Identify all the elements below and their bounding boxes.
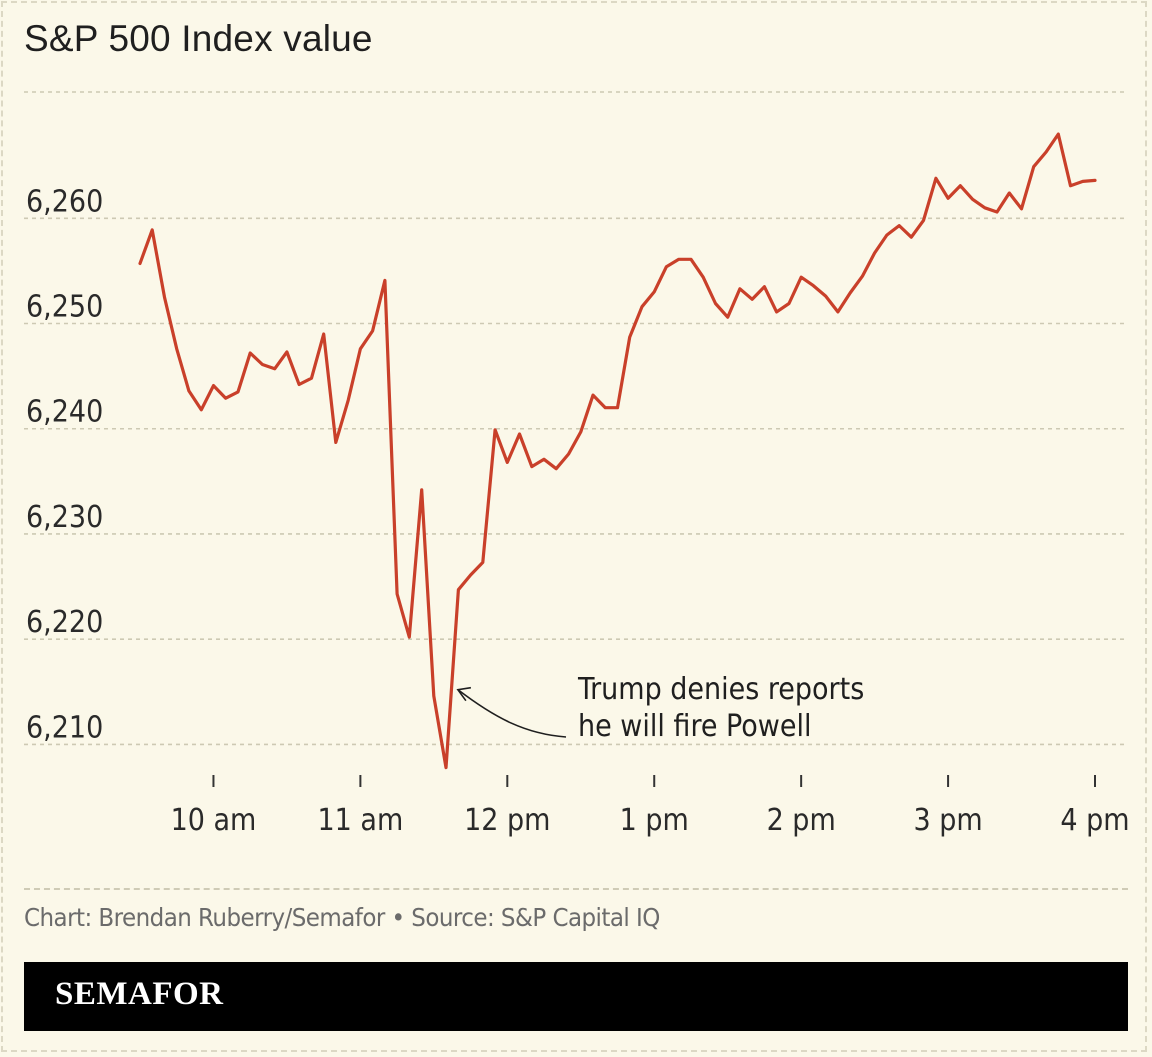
x-axis-ticks: 10 am 11 am 12 pm 1 pm 2 pm 3 pm 4 pm: [171, 775, 1130, 838]
y-tick-label: 6,240: [26, 395, 103, 430]
semafor-logo: SEMAFOR: [55, 976, 224, 1012]
annotation-text: Trump denies reports: [577, 672, 864, 707]
x-tick-label: 1 pm: [620, 803, 689, 838]
y-tick-label: 6,210: [26, 710, 103, 745]
y-tick-label: 6,260: [26, 184, 103, 219]
annotation-text: he will fire Powell: [578, 709, 811, 744]
x-tick-label: 4 pm: [1060, 803, 1129, 838]
y-tick-label: 6,220: [26, 605, 103, 640]
series-line: [138, 132, 1097, 770]
annotation-arrowhead: [456, 686, 472, 702]
x-tick-label: 3 pm: [913, 803, 982, 838]
y-tick-label: 6,230: [26, 500, 103, 535]
chart-title: S&P 500 Index value: [24, 18, 373, 59]
brand-footer: SEMAFOR: [24, 962, 1128, 1031]
x-tick-label: 2 pm: [767, 803, 836, 838]
annotation-arrow: [457, 689, 567, 738]
x-tick-label: 12 pm: [464, 803, 550, 838]
x-tick-label: 10 am: [171, 803, 257, 838]
chart-svg: 6,210 6,220 6,230 6,240 6,250 6,260 10 am 11 a…: [24, 91, 1130, 838]
gridlines: [24, 91, 1128, 746]
footer-divider: [24, 888, 1128, 890]
y-axis-labels: 6,210 6,220 6,230 6,240 6,250 6,260: [26, 184, 103, 745]
x-tick-label: 11 am: [318, 803, 404, 838]
source-credit: Chart: Brendan Ruberry/Semafor • Source:…: [24, 903, 660, 932]
y-tick-label: 6,250: [26, 290, 103, 325]
